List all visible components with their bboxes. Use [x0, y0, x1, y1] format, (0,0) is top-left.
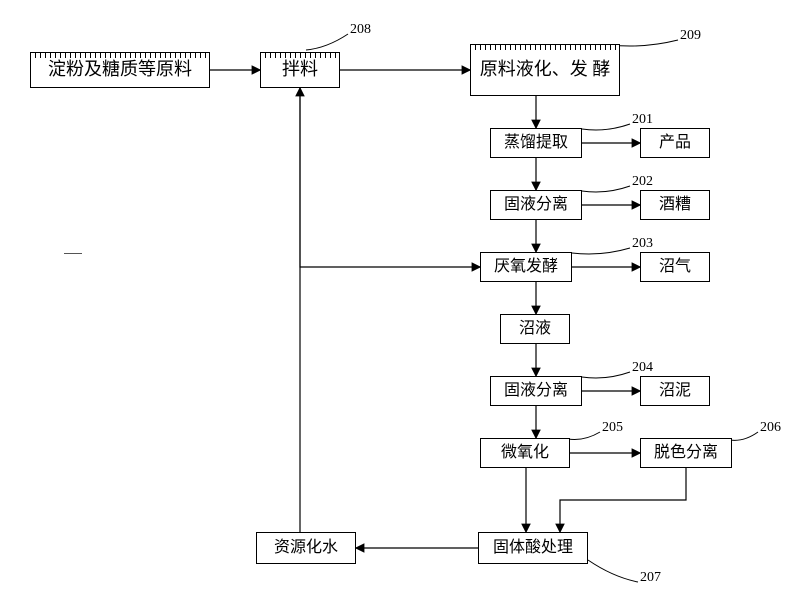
node-anaerobic: 厌氧发酵 [480, 252, 572, 282]
label-209: 209 [680, 28, 701, 44]
leader-206 [730, 432, 758, 440]
label-204: 204 [632, 360, 653, 376]
leader-205 [568, 432, 600, 440]
node-decolor: 脱色分离 [640, 438, 732, 468]
leader-209 [610, 40, 678, 46]
label-203: 203 [632, 236, 653, 252]
node-water: 资源化水 [256, 532, 356, 564]
node-microox: 微氧化 [480, 438, 570, 468]
leader-201 [582, 124, 630, 130]
node-solidacid: 固体酸处理 [478, 532, 588, 564]
node-product: 产品 [640, 128, 710, 158]
node-mix: 拌料 [260, 52, 340, 88]
leader-204 [582, 372, 630, 378]
label-208: 208 [350, 22, 371, 38]
edge-mix-to-anaerobic [300, 88, 480, 267]
label-207: 207 [640, 570, 661, 586]
leader-202 [582, 186, 630, 192]
edge-decolor-to-solidacid [560, 468, 686, 532]
label-202: 202 [632, 174, 653, 190]
node-liquefy: 原料液化、发 酵 [470, 44, 620, 96]
leader-203 [572, 248, 630, 254]
node-sludge: 沼泥 [640, 376, 710, 406]
label-206: 206 [760, 420, 781, 436]
node-distill: 蒸馏提取 [490, 128, 582, 158]
leader-208 [306, 34, 348, 50]
node-slurry: 沼液 [500, 314, 570, 344]
label-201: 201 [632, 112, 653, 128]
node-sep1: 固液分离 [490, 190, 582, 220]
node-raw: 淀粉及糖质等原料 [30, 52, 210, 88]
node-lees: 酒糟 [640, 190, 710, 220]
node-biogas: 沼气 [640, 252, 710, 282]
diagram-canvas: 淀粉及糖质等原料拌料原料液化、发 酵蒸馏提取产品固液分离酒糟厌氧发酵沼气沼液固液… [0, 0, 800, 610]
stray-dash [64, 253, 82, 254]
node-sep2: 固液分离 [490, 376, 582, 406]
leader-207 [588, 560, 638, 582]
label-205: 205 [602, 420, 623, 436]
arrows-layer [0, 0, 800, 610]
